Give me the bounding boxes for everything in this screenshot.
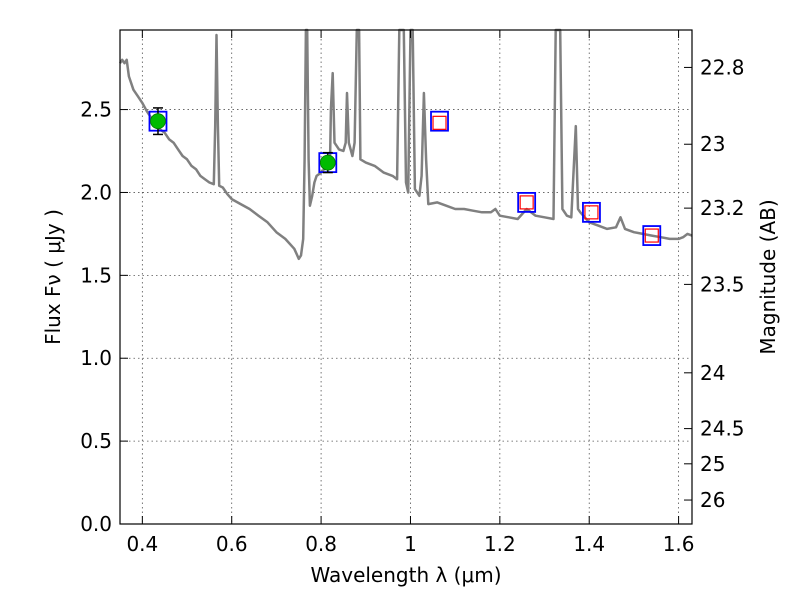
- upper-limit-marker: [519, 195, 534, 210]
- model-photometry-marker: [642, 225, 662, 246]
- axis-ticks: [120, 30, 692, 525]
- mag-tick-label: 24.5: [700, 417, 745, 441]
- model-photometry-marker: [582, 201, 601, 223]
- plot-frame: [119, 29, 693, 525]
- y2-axis-title: Magnitude (AB): [756, 199, 780, 354]
- detection-marker: [319, 154, 336, 171]
- mag-tick-label: 23.5: [700, 272, 745, 296]
- upper-limit-marker: [432, 115, 447, 130]
- y-tick-label: 0.0: [80, 512, 112, 536]
- x-tick-label: 1.2: [484, 532, 516, 556]
- mag-tick-label: 25: [700, 452, 725, 476]
- mag-tick-label: 22.8: [700, 55, 745, 79]
- x-tick-label: 0.6: [216, 532, 248, 556]
- x-tick-label: 1.6: [663, 532, 695, 556]
- x-axis-title: Wavelength λ (μm): [310, 563, 501, 587]
- y-tick-label: 0.5: [80, 429, 112, 453]
- x-tick-label: 1.4: [573, 532, 605, 556]
- photometry-markers: [148, 107, 662, 246]
- model-photometry-marker: [430, 110, 449, 132]
- x-tick-label: 0.8: [305, 532, 337, 556]
- model-spectrum: [118, 28, 693, 261]
- model-photometry-marker: [517, 192, 537, 213]
- upper-limit-marker: [644, 228, 659, 243]
- mag-tick-label: 24: [700, 361, 725, 385]
- x-tick-label: 1: [404, 532, 417, 556]
- y-axis-title: Flux Fν ( μJy ): [41, 209, 65, 345]
- detection-marker: [150, 113, 166, 130]
- y-tick-label: 1.5: [80, 263, 112, 287]
- y-tick-label: 1.0: [80, 346, 112, 370]
- upper-limit-marker: [584, 205, 599, 220]
- mag-tick-label: 23.2: [700, 196, 745, 220]
- y-tick-label: 2.5: [80, 98, 112, 122]
- spectrum-line: [118, 28, 693, 261]
- mag-tick-label: 23: [700, 132, 725, 156]
- tick-labels: 0.4 0.6 0.8 1 1.2 1.4 1.6 0.0 0.5 1.0 1.5 2.0 2.5 22.…: [80, 55, 744, 556]
- y-tick-label: 2.0: [80, 180, 112, 204]
- mag-tick-label: 26: [700, 488, 725, 512]
- x-tick-label: 0.4: [126, 532, 158, 556]
